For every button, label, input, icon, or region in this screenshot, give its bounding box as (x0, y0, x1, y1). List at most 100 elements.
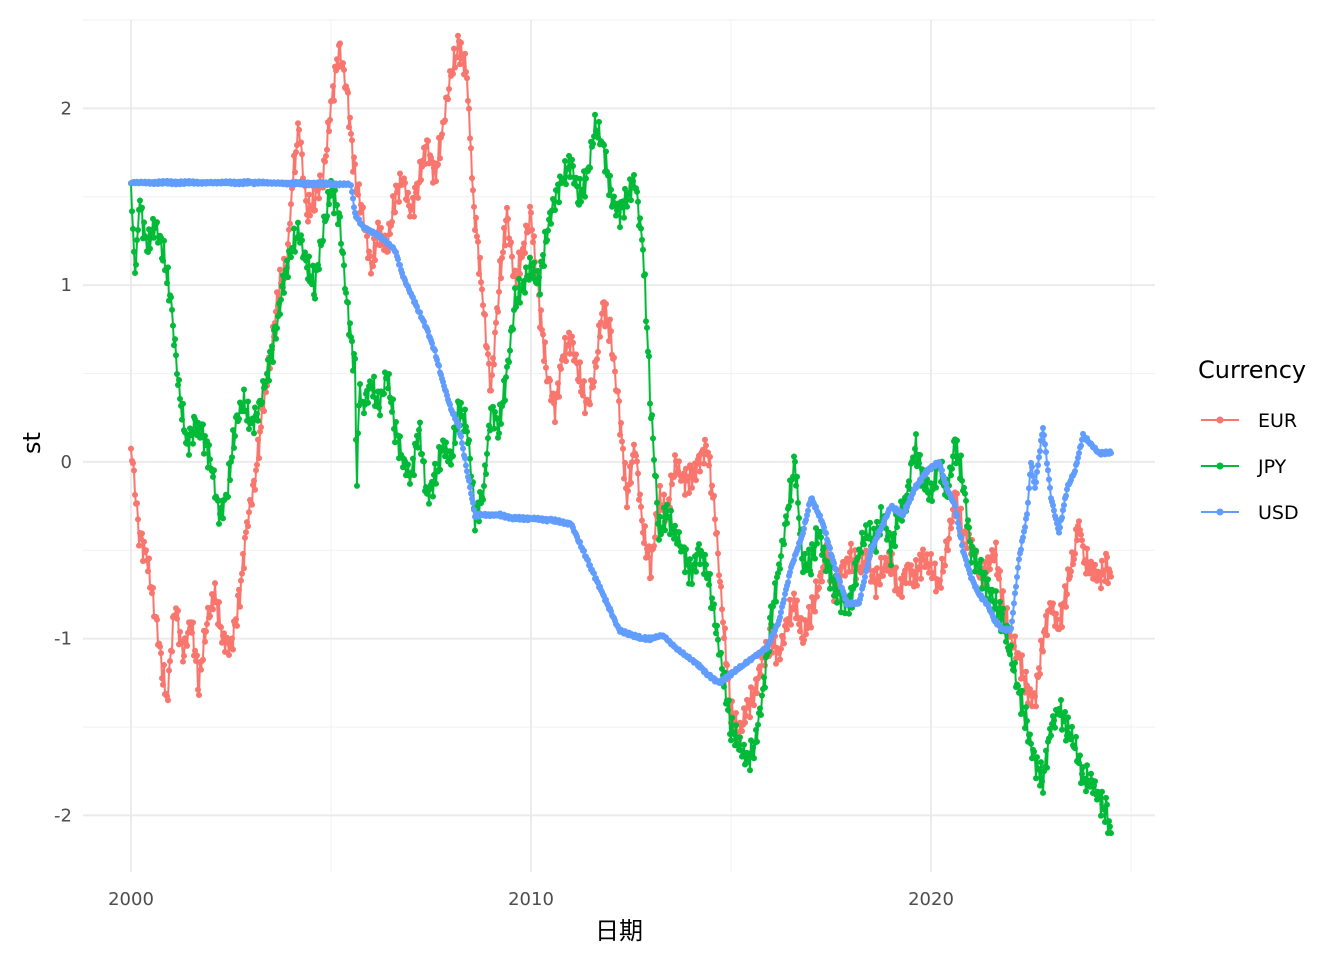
data-point (821, 544, 827, 551)
data-point (176, 377, 182, 383)
data-point (706, 462, 712, 469)
data-point (643, 318, 649, 325)
data-point (345, 299, 351, 306)
data-point (436, 362, 442, 369)
data-point (777, 614, 783, 621)
data-point (470, 499, 476, 506)
data-point (1011, 667, 1017, 674)
data-point (302, 249, 308, 256)
data-point (269, 343, 275, 350)
data-point (366, 248, 372, 255)
data-point (997, 598, 1003, 605)
data-point (457, 61, 463, 68)
data-point (685, 473, 691, 480)
data-point (1065, 714, 1071, 721)
data-point (747, 767, 753, 774)
data-point (448, 461, 454, 468)
data-point (954, 437, 960, 444)
data-point (1043, 449, 1049, 455)
data-point (1050, 502, 1056, 509)
data-point (305, 218, 311, 225)
data-point (1094, 577, 1100, 584)
data-point (389, 408, 395, 415)
data-point (150, 584, 156, 591)
data-point (888, 562, 894, 569)
data-point (590, 140, 596, 147)
data-point (1027, 686, 1033, 693)
data-point (349, 338, 355, 345)
data-point (133, 261, 139, 268)
data-point (778, 609, 784, 616)
data-point (1073, 733, 1079, 740)
data-point (151, 234, 157, 241)
data-point (437, 466, 443, 473)
data-point (1032, 484, 1038, 491)
data-point (139, 530, 145, 537)
data-point (642, 271, 648, 278)
data-point (918, 575, 924, 582)
data-point (817, 528, 823, 535)
data-point (327, 116, 333, 123)
data-point (536, 274, 542, 281)
data-point (180, 658, 186, 665)
data-point (291, 225, 297, 232)
data-point (591, 378, 597, 385)
data-point (726, 697, 732, 704)
data-point (343, 289, 349, 296)
data-point (799, 555, 805, 562)
data-point (503, 374, 509, 381)
data-point (813, 578, 819, 585)
data-point (637, 215, 643, 222)
data-point (1072, 468, 1078, 475)
series-usd (128, 177, 1114, 687)
data-point (243, 529, 249, 536)
data-point (958, 534, 964, 541)
data-point (402, 179, 408, 186)
data-point (958, 452, 964, 459)
data-point (489, 372, 495, 379)
data-point (445, 96, 451, 103)
data-point (920, 546, 926, 553)
data-point (386, 371, 392, 377)
data-point (681, 470, 687, 477)
data-point (236, 586, 242, 593)
data-point (424, 490, 430, 497)
data-point (683, 465, 689, 472)
data-point (274, 289, 280, 296)
data-point (954, 512, 960, 519)
legend-key-point (1216, 508, 1224, 516)
data-point (370, 263, 376, 270)
data-point (954, 490, 960, 497)
data-point (818, 534, 824, 541)
data-point (569, 333, 575, 340)
data-point (517, 270, 523, 277)
data-point (516, 249, 522, 256)
data-point (1018, 546, 1024, 553)
data-point (308, 273, 314, 280)
data-point (1008, 625, 1014, 632)
data-point (451, 410, 457, 417)
data-point (236, 415, 242, 422)
data-point (323, 153, 329, 159)
data-point (306, 253, 312, 260)
data-point (1044, 460, 1050, 467)
data-point (715, 550, 721, 557)
data-point (551, 400, 557, 407)
data-point (181, 652, 187, 659)
data-point (431, 471, 437, 478)
data-point (580, 189, 586, 196)
data-point (216, 599, 222, 606)
data-point (493, 319, 499, 326)
data-point (653, 473, 659, 480)
data-point (702, 551, 708, 558)
data-point (1060, 507, 1066, 514)
data-point (414, 432, 420, 439)
data-point (253, 467, 259, 474)
data-point (210, 473, 216, 480)
data-point (666, 496, 672, 503)
data-point (992, 552, 998, 559)
data-point (477, 254, 483, 261)
data-point (154, 616, 160, 623)
data-point (175, 382, 181, 388)
data-point (791, 557, 797, 563)
